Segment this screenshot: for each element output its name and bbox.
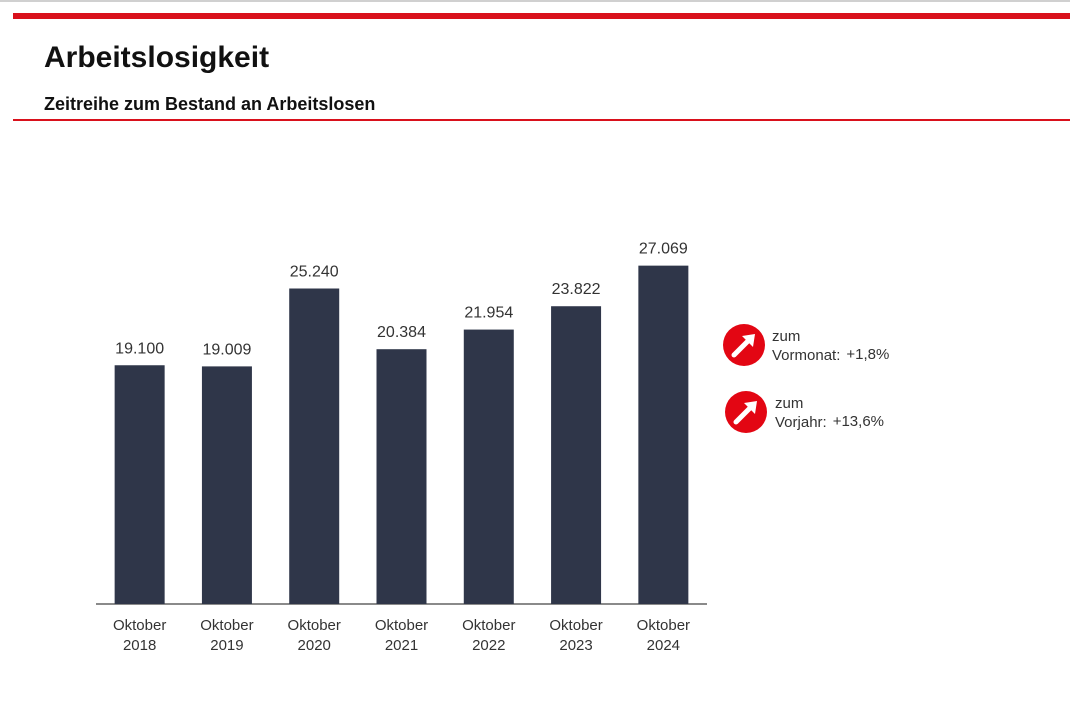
value-label: 19.100 [115, 340, 164, 357]
value-label: 21.954 [464, 305, 513, 322]
value-label: 20.384 [377, 324, 426, 341]
x-tick-label: Oktober 2021 [375, 617, 428, 654]
indicator-label: Vormonat: [772, 347, 840, 364]
x-tick-label: Oktober 2018 [113, 617, 166, 654]
value-label: 19.009 [202, 341, 251, 358]
value-label: 27.069 [639, 241, 688, 258]
indicator-label: zum [775, 395, 803, 412]
bar [376, 349, 427, 604]
x-tick-label: Oktober 2019 [200, 617, 253, 654]
chart-title: Arbeitslosigkeit [44, 41, 269, 74]
x-tick-label: Oktober 2020 [288, 617, 341, 654]
icon-arrow-head [744, 401, 757, 414]
value-label: 23.822 [552, 281, 601, 298]
indicator-label: zum [772, 328, 800, 345]
bar [638, 265, 689, 604]
trend-icon [723, 324, 765, 366]
trend-icon [725, 391, 767, 433]
value-label: 25.240 [290, 264, 339, 281]
header-rule [13, 119, 1070, 121]
bar [463, 329, 514, 604]
x-tick-label: Oktober 2023 [549, 617, 602, 654]
icon-arrow-shaft [733, 405, 753, 425]
bar [551, 306, 602, 604]
indicator-label: Vorjahr: [775, 414, 827, 431]
top-border [0, 0, 1070, 2]
icon-arrow-shaft [731, 338, 751, 358]
chart-subtitle: Zeitreihe zum Bestand an Arbeitslosen [44, 94, 375, 114]
bar [114, 365, 165, 604]
indicator-change: +1,8% [846, 346, 889, 363]
indicator-change: +13,6% [833, 413, 884, 430]
icon-arrow-head [742, 334, 755, 347]
bar [289, 288, 340, 604]
x-tick-label: Oktober 2022 [462, 617, 515, 654]
x-tick-label: Oktober 2024 [637, 617, 690, 654]
bar [201, 366, 252, 604]
header-bar [13, 13, 1070, 19]
